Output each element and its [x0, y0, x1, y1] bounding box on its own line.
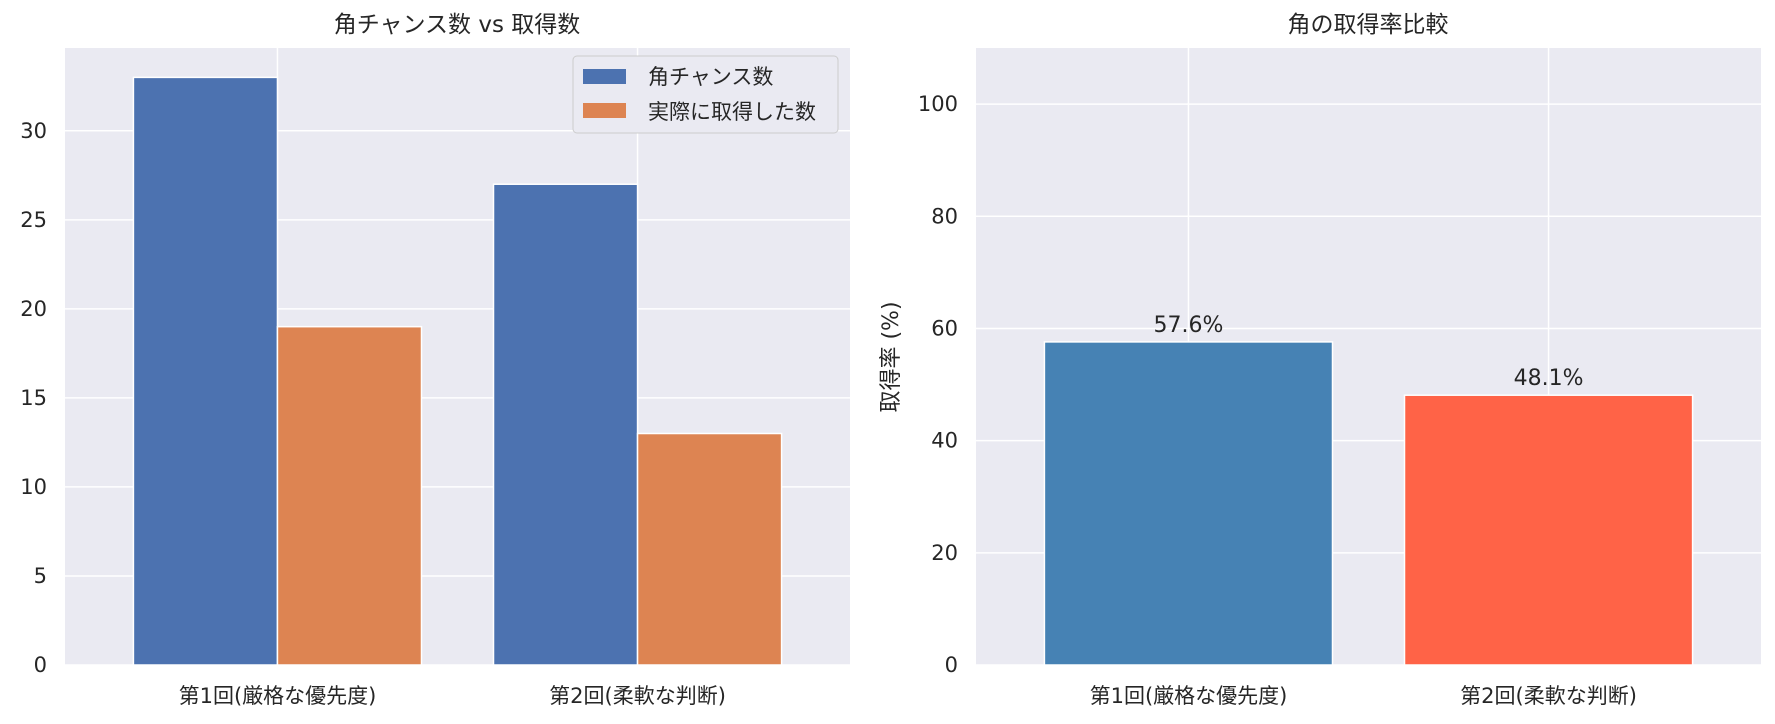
left-chart-title: 角チャンス数 vs 取得数: [334, 12, 581, 38]
right-y-tick-label: 40: [931, 429, 958, 453]
right-y-tick-label: 60: [931, 316, 958, 340]
right-chart: 57.6% 48.1% 0 20 40 60 80 100 第1回(厳格な優先度) 第2回(柔…: [879, 12, 1761, 708]
right-y-ticks: 0 20 40 60 80 100: [918, 92, 958, 677]
legend[interactable]: 角チャンス数 実際に取得した数: [572, 55, 839, 134]
legend-box: [572, 55, 839, 134]
right-bars: [1043, 341, 1694, 666]
legend-swatch-series-1: [583, 69, 626, 84]
left-y-tick-label: 10: [20, 475, 47, 499]
right-data-label-1: 57.6%: [1154, 313, 1224, 338]
right-x-ticks: 第1回(厳格な優先度) 第2回(柔軟な判断): [1090, 684, 1637, 708]
legend-label-series-1: 角チャンス数: [648, 65, 773, 89]
right-bar-1[interactable]: [1043, 341, 1334, 666]
left-y-tick-label: 15: [20, 386, 47, 410]
left-x-ticks: 第1回(厳格な優先度) 第2回(柔軟な判断): [179, 684, 726, 708]
left-y-tick-label: 20: [20, 297, 47, 321]
right-y-tick-label: 20: [931, 541, 958, 565]
left-y-tick-label: 5: [34, 564, 47, 588]
right-bar-2[interactable]: [1403, 394, 1694, 666]
left-bar-series-1-cat-1[interactable]: [132, 76, 279, 666]
left-chart: 0 5 10 15 20 25 30 第1回(厳格な優先度) 第2回(柔軟な判断) 角チャンス…: [20, 12, 850, 708]
left-bars: [132, 76, 783, 666]
left-y-tick-label: 0: [34, 653, 47, 677]
right-data-label-2: 48.1%: [1514, 366, 1584, 391]
right-y-tick-label: 80: [931, 204, 958, 228]
right-chart-title: 角の取得率比較: [1288, 12, 1449, 38]
left-bar-series-1-cat-2[interactable]: [492, 183, 639, 666]
left-y-tick-label: 30: [20, 119, 47, 143]
right-x-tick-label: 第1回(厳格な優先度): [1090, 684, 1288, 708]
left-bar-series-2-cat-1[interactable]: [276, 325, 423, 666]
right-x-tick-label: 第2回(柔軟な判断): [1460, 684, 1637, 708]
left-y-tick-label: 25: [20, 208, 47, 232]
legend-label-series-2: 実際に取得した数: [648, 100, 816, 124]
right-data-labels: 57.6% 48.1%: [1154, 313, 1584, 391]
legend-swatch-series-2: [583, 103, 626, 118]
left-x-tick-label: 第1回(厳格な優先度): [179, 684, 377, 708]
right-y-axis-label: 取得率 (%): [879, 301, 904, 412]
left-bar-series-2-cat-2[interactable]: [636, 432, 783, 666]
right-y-tick-label: 100: [918, 92, 958, 116]
left-y-ticks: 0 5 10 15 20 25 30: [20, 119, 47, 677]
right-y-tick-label: 0: [945, 653, 958, 677]
left-x-tick-label: 第2回(柔軟な判断): [549, 684, 726, 708]
